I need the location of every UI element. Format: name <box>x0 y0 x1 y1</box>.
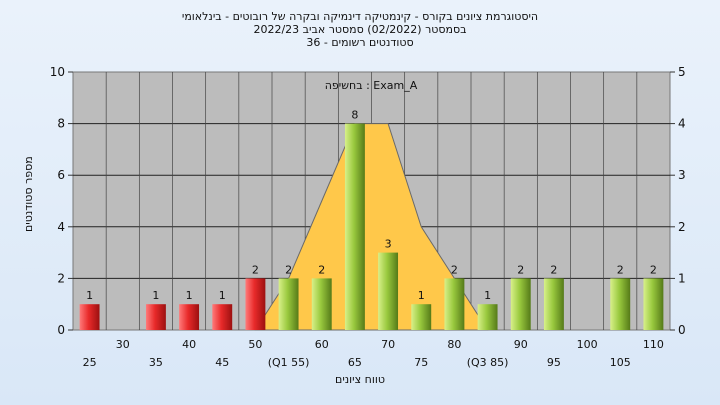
bar-value-label: 3 <box>385 238 392 251</box>
x-tick-label: 70 <box>381 338 395 351</box>
y-tick-label: 10 <box>50 65 65 79</box>
x-tick-label: 60 <box>315 338 329 351</box>
bars <box>79 123 664 330</box>
bar <box>543 278 564 330</box>
y-tick-label: 0 <box>57 323 65 337</box>
x-tick-label: (Q3 85) <box>467 356 509 369</box>
bar-value-label: 2 <box>650 263 657 276</box>
bar <box>477 304 498 330</box>
bar <box>245 278 266 330</box>
x-tick-label: 100 <box>577 338 598 351</box>
x-tick-label: 110 <box>643 338 664 351</box>
bar <box>79 304 100 330</box>
x-tick-label: 30 <box>116 338 130 351</box>
y2-tick-label: 0 <box>678 323 686 337</box>
x-tick-label: 40 <box>182 338 196 351</box>
y2-axis-ticks: 0 1 2 3 4 5 <box>670 65 686 337</box>
chart-title-line1: היסטוגרמת ציונים בקורס - קינמטיקה דינמיק… <box>181 10 539 23</box>
x-tick-label: 45 <box>215 356 229 369</box>
y2-tick-label: 1 <box>678 271 686 285</box>
y2-tick-label: 4 <box>678 117 686 131</box>
bar-value-labels: 1 1 1 1 2 2 2 8 3 1 2 1 2 2 2 2 <box>86 109 657 303</box>
y-tick-label: 2 <box>57 271 65 285</box>
y-tick-label: 4 <box>57 220 65 234</box>
bar <box>179 304 200 330</box>
x-tick-label: (Q1 55) <box>268 356 310 369</box>
bar <box>411 304 432 330</box>
x-tick-label: 65 <box>348 356 362 369</box>
bar-value-label: 1 <box>484 289 491 302</box>
bar-value-label: 2 <box>451 263 458 276</box>
bar-value-label: 2 <box>517 263 524 276</box>
bar-value-label: 2 <box>252 263 259 276</box>
y-axis-label: מספר סטודנטים <box>22 156 35 232</box>
x-tick-label: 50 <box>248 338 262 351</box>
y-tick-label: 8 <box>57 117 65 131</box>
bar <box>444 278 465 330</box>
bar <box>145 304 166 330</box>
y2-tick-label: 2 <box>678 220 686 234</box>
x-tick-label: 95 <box>547 356 561 369</box>
bar-value-label: 8 <box>351 109 358 122</box>
exam-label: בחשיפה : Exam_A <box>325 79 418 92</box>
bar <box>344 123 365 330</box>
x-tick-label: 35 <box>149 356 163 369</box>
bar <box>311 278 332 330</box>
x-tick-label: 90 <box>514 338 528 351</box>
bar-value-label: 2 <box>318 263 325 276</box>
chart-title-line3: סטודנטים רשומים - 36 <box>306 36 414 49</box>
x-tick-label: 105 <box>610 356 631 369</box>
bar <box>212 304 233 330</box>
bar-value-label: 2 <box>550 263 557 276</box>
bar-value-label: 2 <box>285 263 292 276</box>
y-axis-ticks: 0 2 4 6 8 10 <box>50 65 73 337</box>
x-tick-label: 80 <box>447 338 461 351</box>
y2-tick-label: 5 <box>678 65 686 79</box>
x-tick-label: 25 <box>83 356 97 369</box>
x-axis-label: טווח ציונים <box>335 373 385 386</box>
y2-tick-label: 3 <box>678 168 686 182</box>
bar-value-label: 1 <box>152 289 159 302</box>
y-tick-label: 6 <box>57 168 65 182</box>
bar-value-label: 1 <box>219 289 226 302</box>
bar-value-label: 1 <box>186 289 193 302</box>
x-axis-ticks: 25 30 35 40 45 50 (Q1 55) 60 65 70 75 80 (Q3 85) 90 95… <box>83 338 664 369</box>
bar <box>510 278 531 330</box>
x-tick-label: 75 <box>414 356 428 369</box>
bar <box>610 278 631 330</box>
bar <box>278 278 299 330</box>
bar <box>378 252 399 330</box>
bar <box>643 278 664 330</box>
chart-title-line2: בסמסטר (02/2022) סמסטר אביב 2022/23 <box>253 23 467 36</box>
chart-titles: היסטוגרמת ציונים בקורס - קינמטיקה דינמיק… <box>0 10 720 49</box>
bar-value-label: 1 <box>418 289 425 302</box>
bar-value-label: 1 <box>86 289 93 302</box>
bar-value-label: 2 <box>617 263 624 276</box>
